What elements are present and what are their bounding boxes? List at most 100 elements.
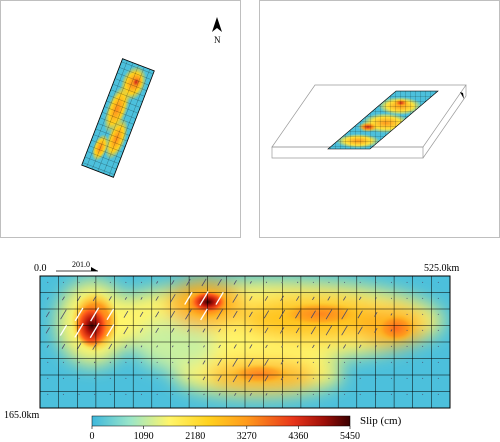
slip-vector [280, 295, 284, 302]
fault-map-projection [81, 58, 155, 178]
slip-vector [90, 307, 100, 322]
slip-vectors [45, 278, 439, 396]
slip-vector [199, 291, 209, 306]
slip-vector [45, 327, 50, 334]
slip-vector [297, 281, 299, 284]
slip-vector [92, 295, 97, 302]
slip-vector [265, 393, 268, 396]
slip-vector [232, 358, 239, 367]
slip-vector [140, 281, 143, 284]
slip-vector [279, 309, 286, 319]
slip-vector [264, 375, 269, 382]
slip-vector [45, 311, 50, 318]
slip-vector [357, 326, 363, 335]
slip-vector [140, 345, 143, 348]
slip-vector [263, 310, 270, 319]
slip-vector [93, 361, 96, 364]
slip-vector [140, 297, 143, 300]
slip-vector [203, 393, 205, 396]
origin-label: 0.0 [34, 263, 47, 274]
slip-vector [234, 329, 237, 332]
colorbar-title: Slip (cm) [360, 415, 402, 427]
slip-vector [249, 281, 252, 284]
slip-vector [123, 310, 129, 318]
slip-vector [280, 360, 284, 365]
slip-vector [155, 296, 159, 301]
slip-vector [155, 327, 159, 334]
slip-vector [46, 297, 49, 300]
slip-vector [218, 328, 221, 333]
slip-vector [62, 296, 65, 301]
slip-vector [281, 393, 283, 396]
colorbar-ticks: 0 1090 2180 3270 4360 5450 [90, 426, 360, 442]
slip-vector [310, 326, 316, 335]
slip-vector [343, 344, 347, 349]
slip-vector [155, 311, 160, 318]
slip-vector [215, 291, 224, 305]
slip-vector [200, 308, 208, 321]
slip-vector [249, 296, 253, 301]
slip-vector [312, 344, 315, 349]
colorbar-tick-label: 3270 [237, 431, 257, 442]
slip-vector [202, 360, 206, 365]
slip-vector [216, 309, 223, 320]
slip-vector [234, 392, 237, 396]
slip-vector [108, 296, 112, 301]
slip-vector [264, 358, 269, 366]
slip-vector [217, 375, 222, 382]
slip-vector [109, 361, 111, 364]
slip-vector [233, 280, 237, 285]
slip-vector [249, 328, 253, 333]
slip-vector [186, 279, 191, 286]
slip-vector [374, 345, 377, 348]
slip-vector [341, 309, 348, 320]
slip-vector [171, 328, 175, 333]
slip-vector [390, 329, 393, 332]
slip-vector [187, 345, 190, 348]
slip-vector [232, 374, 238, 383]
slip-vector [279, 327, 285, 334]
slip-vector [358, 344, 362, 349]
slip-vector [171, 345, 174, 348]
slip-vector [217, 358, 222, 366]
slip-vector [327, 296, 331, 301]
slip-heatmap [40, 276, 450, 408]
slip-vector [249, 392, 252, 396]
slip-vector [106, 308, 115, 321]
slip-chart-svg: 0 1090 2180 3270 4360 5450 Slip (cm) [39, 267, 451, 442]
slip-vector [264, 327, 269, 334]
slip-vector [343, 296, 347, 301]
north-arrow-icon [212, 17, 222, 32]
slip-vector [139, 311, 144, 318]
slip-vector [61, 343, 66, 349]
slip-vector [76, 343, 82, 350]
slip-vector [124, 344, 128, 349]
slip-vector [248, 358, 254, 367]
map-view-panel: N [0, 0, 241, 238]
perspective-view-svg [271, 84, 467, 159]
slip-vector [374, 297, 377, 300]
slip-vector [124, 296, 127, 300]
slip-vector [358, 296, 362, 301]
strike-arrow-icon [56, 267, 98, 272]
slip-vector [184, 291, 193, 305]
slip-vector [171, 280, 175, 285]
colorbar-tick-label: 1090 [134, 431, 154, 442]
slip-vector [77, 295, 81, 302]
slip-vector [187, 328, 190, 333]
fault-plane-3d [328, 91, 438, 149]
slip-vector [374, 312, 378, 317]
slip-vector [139, 328, 144, 333]
slip-vector [357, 310, 363, 319]
slip-vector [185, 309, 192, 320]
slip-vector [89, 322, 100, 339]
slip-vector [170, 310, 176, 318]
slip-vector [62, 361, 65, 364]
slip-vector [202, 376, 206, 381]
slip-vector [280, 376, 284, 381]
colorbar-tick-label: 0 [90, 431, 95, 442]
slip-vector [232, 294, 239, 303]
slip-vector [46, 344, 49, 348]
slip-vector [202, 328, 206, 333]
slip-vector [281, 345, 283, 348]
